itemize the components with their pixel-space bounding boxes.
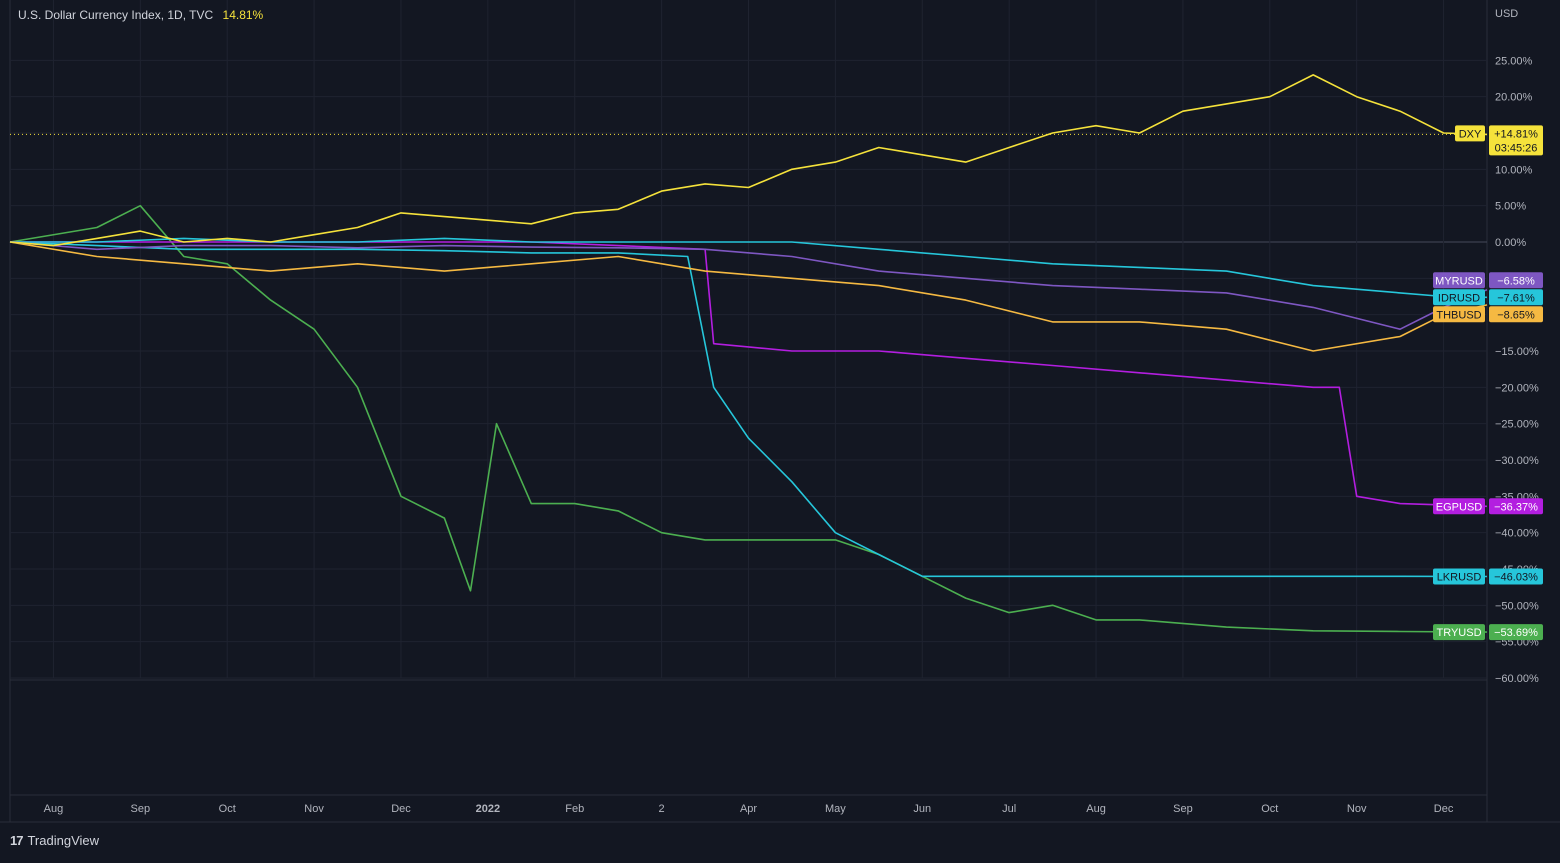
- y-tick-label: −50.00%: [1495, 600, 1539, 612]
- series-line-tryusd: [9, 204, 1488, 633]
- series-name-box: [1433, 498, 1485, 515]
- tradingview-logo: 17: [10, 833, 24, 848]
- x-tick-label: Jul: [1002, 803, 1016, 815]
- series-value-label: −8.65%: [1497, 309, 1535, 321]
- series-name-label: DXY: [1459, 128, 1482, 140]
- series-name-box: [1433, 306, 1485, 323]
- series-value-label: −46.03%: [1494, 571, 1538, 583]
- series-value-box: [1489, 306, 1543, 323]
- series-value-label: −36.37%: [1494, 501, 1538, 513]
- series-value-box: [1489, 624, 1543, 641]
- series-value-box: [1489, 568, 1543, 585]
- series-line-thbusd: [9, 241, 1488, 352]
- series-countdown-label: 03:45:26: [1495, 142, 1538, 154]
- chart-header: U.S. Dollar Currency Index, 1D, TVC 14.8…: [18, 8, 263, 22]
- y-tick-label: −60.00%: [1495, 673, 1539, 685]
- series-value-box: [1489, 272, 1543, 289]
- series-name-label: EGPUSD: [1436, 501, 1483, 513]
- x-tick-label: Feb: [565, 803, 584, 815]
- series-value-box: [1489, 289, 1543, 306]
- series-line-lkrusd: [9, 241, 1488, 578]
- series-name-box: [1433, 272, 1485, 289]
- brand-name: TradingView: [27, 833, 100, 848]
- brand[interactable]: 17 TradingView: [10, 833, 99, 848]
- series-name-label: MYRUSD: [1435, 275, 1483, 287]
- axis-currency-label: USD: [1495, 8, 1518, 20]
- y-tick-label: −20.00%: [1495, 382, 1539, 394]
- x-tick-label: Sep: [1173, 803, 1193, 815]
- series-value-label: +14.81%: [1494, 128, 1538, 140]
- x-tick-label: Dec: [391, 803, 411, 815]
- x-tick-label: Oct: [219, 803, 236, 815]
- series-value-label: −7.61%: [1497, 292, 1535, 304]
- x-tick-label: Sep: [131, 803, 151, 815]
- y-tick-label: 5.00%: [1495, 201, 1526, 213]
- x-tick-label: Nov: [304, 803, 324, 815]
- y-tick-label: 20.00%: [1495, 92, 1533, 104]
- series-name-box: [1455, 125, 1485, 142]
- y-tick-label: 0.00%: [1495, 237, 1526, 249]
- y-tick-label: −25.00%: [1495, 419, 1539, 431]
- x-tick-label: Dec: [1434, 803, 1454, 815]
- x-tick-label: 2: [659, 803, 665, 815]
- x-tick-label: Jun: [913, 803, 931, 815]
- series-value-label: −6.58%: [1497, 275, 1535, 287]
- series-line-myrusd: [9, 241, 1488, 330]
- series-line-dxy: [9, 74, 1488, 247]
- series-name-label: TRYUSD: [1436, 627, 1481, 639]
- y-tick-label: 25.00%: [1495, 55, 1533, 67]
- series-name-box: [1433, 624, 1485, 641]
- x-tick-label: 2022: [476, 803, 500, 815]
- series-name-label: THBUSD: [1436, 309, 1481, 321]
- x-tick-label: Oct: [1261, 803, 1278, 815]
- header-value: 14.81%: [222, 8, 264, 22]
- series-name-box: [1433, 289, 1485, 306]
- y-tick-label: −15.00%: [1495, 346, 1539, 358]
- x-tick-label: May: [825, 803, 846, 815]
- series-name-label: LKRUSD: [1437, 571, 1482, 583]
- series-value-label: −53.69%: [1494, 627, 1538, 639]
- chart-title: U.S. Dollar Currency Index, 1D, TVC: [18, 8, 214, 22]
- series-value-box: [1489, 125, 1543, 156]
- y-tick-label: 10.00%: [1495, 164, 1533, 176]
- series-name-label: IDRUSD: [1438, 292, 1480, 304]
- y-tick-label: −30.00%: [1495, 455, 1539, 467]
- x-tick-label: Aug: [1086, 803, 1106, 815]
- x-tick-label: Nov: [1347, 803, 1367, 815]
- series-name-box: [1433, 568, 1485, 585]
- y-tick-label: −40.00%: [1495, 528, 1539, 540]
- series-value-box: [1489, 498, 1543, 515]
- x-tick-label: Aug: [44, 803, 64, 815]
- x-tick-label: Apr: [740, 803, 757, 815]
